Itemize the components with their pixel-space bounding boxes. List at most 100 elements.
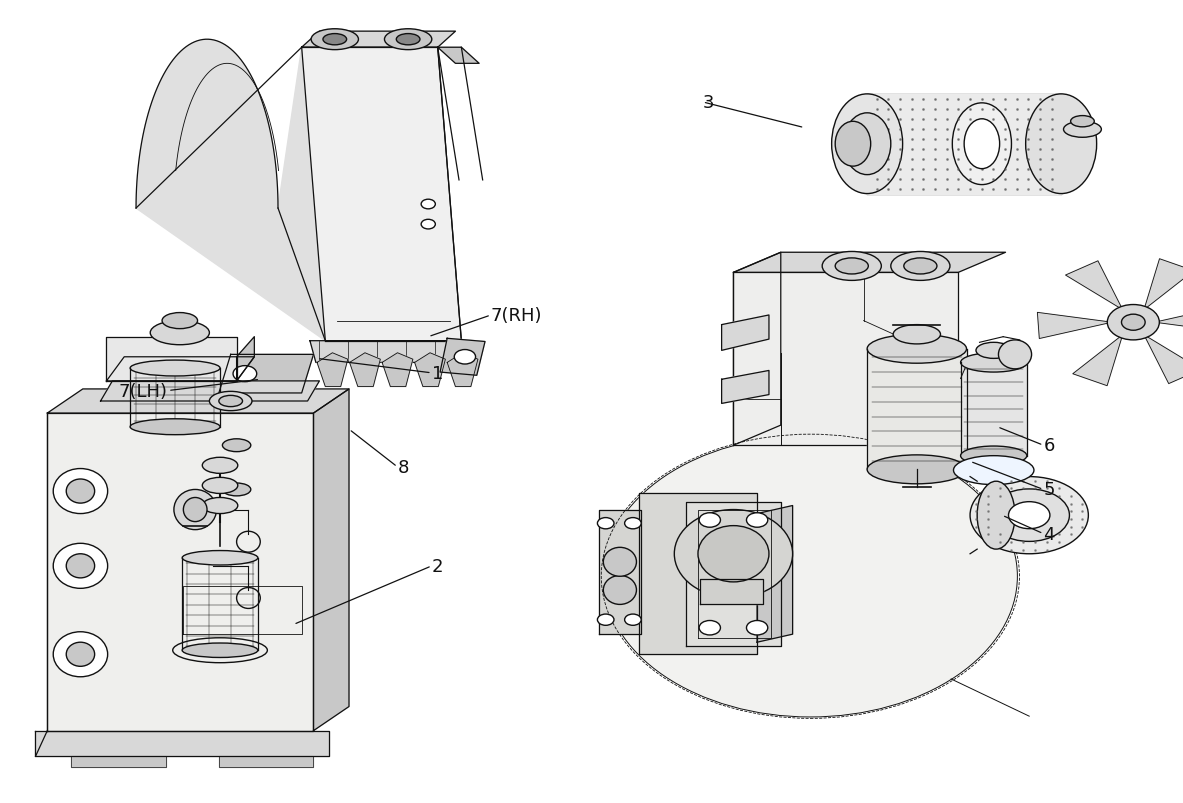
Polygon shape: [237, 337, 254, 381]
Ellipse shape: [202, 458, 238, 474]
Ellipse shape: [977, 482, 1015, 549]
Ellipse shape: [976, 343, 1011, 359]
Ellipse shape: [162, 313, 198, 329]
Polygon shape: [599, 510, 641, 634]
Ellipse shape: [53, 469, 108, 514]
Ellipse shape: [698, 526, 769, 582]
Text: 3: 3: [703, 94, 715, 112]
Polygon shape: [35, 731, 329, 756]
Polygon shape: [1144, 336, 1183, 384]
Polygon shape: [47, 414, 313, 731]
Ellipse shape: [970, 477, 1088, 554]
Polygon shape: [733, 253, 1006, 273]
Ellipse shape: [454, 350, 476, 365]
Ellipse shape: [150, 321, 209, 345]
Text: 1: 1: [432, 365, 444, 382]
Ellipse shape: [998, 340, 1032, 369]
Ellipse shape: [904, 259, 937, 275]
Polygon shape: [867, 349, 967, 470]
Ellipse shape: [822, 252, 881, 281]
Polygon shape: [1144, 259, 1183, 310]
Ellipse shape: [53, 632, 108, 677]
Ellipse shape: [832, 95, 903, 194]
Ellipse shape: [183, 498, 207, 522]
Polygon shape: [302, 32, 455, 48]
Polygon shape: [700, 580, 763, 604]
Polygon shape: [639, 494, 757, 654]
Ellipse shape: [891, 252, 950, 281]
Ellipse shape: [396, 35, 420, 46]
Polygon shape: [101, 381, 319, 402]
Ellipse shape: [674, 510, 793, 598]
Polygon shape: [733, 273, 958, 446]
Ellipse shape: [699, 621, 720, 635]
Polygon shape: [302, 48, 461, 341]
Polygon shape: [1155, 307, 1183, 332]
Polygon shape: [71, 756, 166, 767]
Polygon shape: [350, 353, 380, 387]
Ellipse shape: [130, 361, 220, 377]
Ellipse shape: [130, 419, 220, 435]
Ellipse shape: [835, 122, 871, 167]
Ellipse shape: [209, 392, 252, 411]
Polygon shape: [1073, 336, 1123, 386]
Ellipse shape: [1107, 305, 1159, 340]
Ellipse shape: [202, 478, 238, 494]
Ellipse shape: [961, 353, 1027, 373]
Ellipse shape: [222, 439, 251, 452]
Ellipse shape: [66, 642, 95, 666]
Ellipse shape: [867, 335, 967, 364]
Polygon shape: [686, 502, 781, 646]
Ellipse shape: [597, 518, 614, 529]
Polygon shape: [438, 48, 479, 64]
Text: 5: 5: [1043, 481, 1055, 499]
Ellipse shape: [893, 325, 940, 344]
Ellipse shape: [421, 200, 435, 210]
Polygon shape: [382, 353, 413, 387]
Polygon shape: [415, 353, 445, 387]
Polygon shape: [733, 253, 781, 446]
Polygon shape: [136, 40, 325, 341]
Ellipse shape: [964, 120, 1000, 169]
Ellipse shape: [384, 30, 432, 51]
Ellipse shape: [746, 513, 768, 528]
Polygon shape: [961, 363, 1027, 456]
Ellipse shape: [625, 518, 641, 529]
Ellipse shape: [867, 455, 967, 484]
Polygon shape: [310, 341, 473, 363]
Ellipse shape: [323, 35, 347, 46]
Ellipse shape: [961, 446, 1027, 466]
Ellipse shape: [746, 621, 768, 635]
Ellipse shape: [311, 30, 358, 51]
Polygon shape: [1037, 313, 1112, 339]
Polygon shape: [106, 357, 254, 381]
Text: 7(LH): 7(LH): [119, 382, 168, 400]
Polygon shape: [867, 95, 1061, 194]
Text: 6: 6: [1043, 437, 1055, 454]
Polygon shape: [1066, 262, 1123, 310]
Ellipse shape: [1121, 315, 1145, 331]
Ellipse shape: [182, 551, 258, 565]
Ellipse shape: [603, 576, 636, 605]
Ellipse shape: [952, 104, 1011, 185]
Polygon shape: [722, 371, 769, 404]
Ellipse shape: [1064, 122, 1101, 138]
Ellipse shape: [953, 456, 1034, 485]
Ellipse shape: [202, 498, 238, 514]
Text: 7(RH): 7(RH): [491, 307, 543, 324]
Polygon shape: [313, 389, 349, 731]
Polygon shape: [219, 756, 313, 767]
Circle shape: [603, 436, 1017, 717]
Polygon shape: [722, 316, 769, 351]
Ellipse shape: [233, 366, 257, 382]
Ellipse shape: [53, 544, 108, 589]
Ellipse shape: [1008, 502, 1051, 529]
Text: 2: 2: [432, 557, 444, 575]
Polygon shape: [440, 339, 485, 376]
Polygon shape: [317, 353, 348, 387]
Ellipse shape: [1026, 95, 1097, 194]
Ellipse shape: [603, 548, 636, 577]
Ellipse shape: [597, 614, 614, 626]
Ellipse shape: [66, 554, 95, 578]
Ellipse shape: [843, 114, 891, 175]
